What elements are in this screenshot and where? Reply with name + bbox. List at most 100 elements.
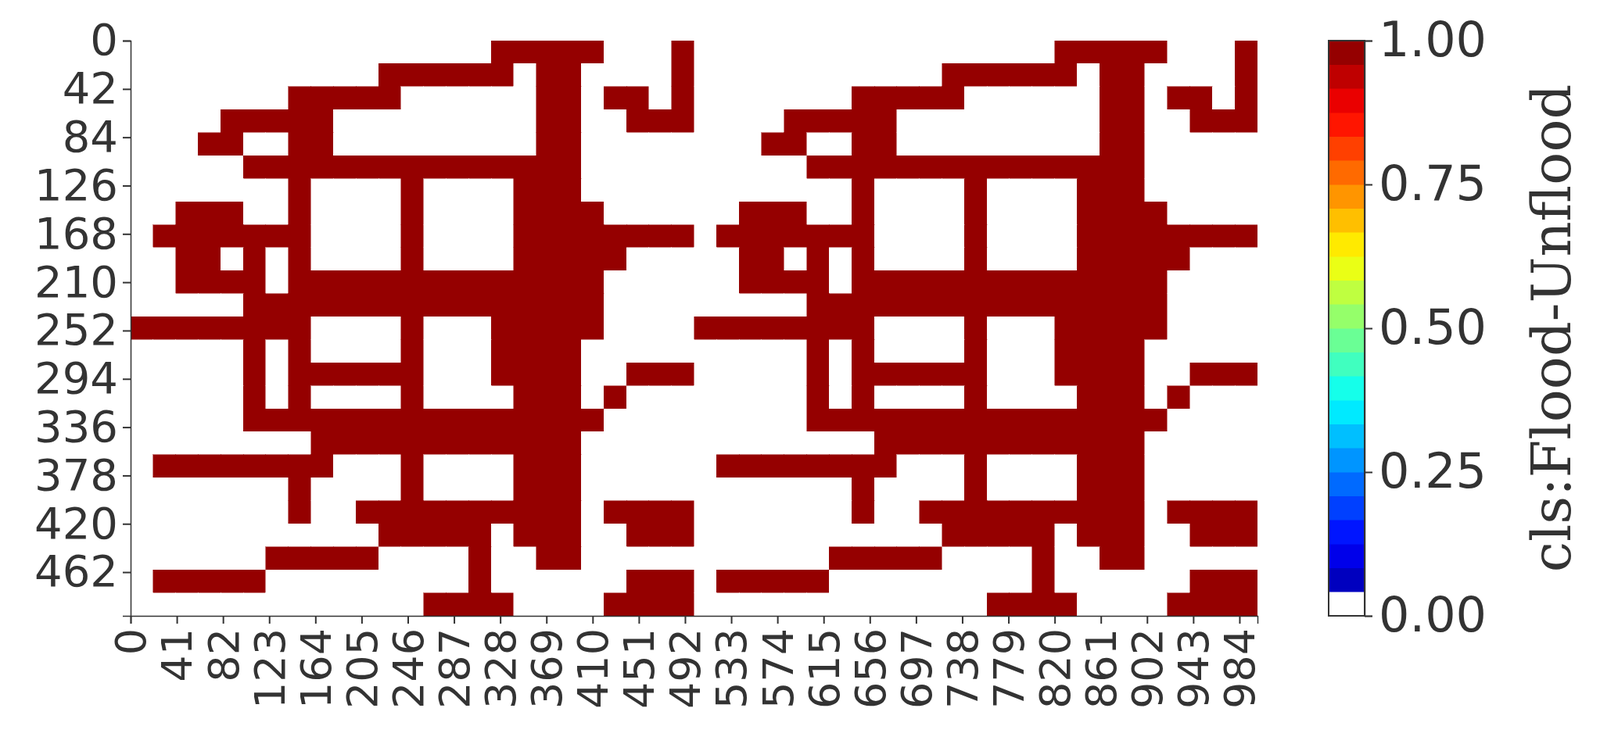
heatmap-cell <box>1054 570 1078 593</box>
heatmap-cell <box>851 86 875 110</box>
heatmap-cell <box>378 340 402 363</box>
heatmap-cell <box>1234 132 1258 156</box>
x-tick-label: 123 <box>245 628 295 710</box>
heatmap-cell <box>1054 523 1078 547</box>
x-tick: 943 <box>1169 616 1219 710</box>
heatmap-cell <box>986 270 1010 294</box>
heatmap-cell <box>513 132 537 156</box>
heatmap-cell <box>784 109 808 133</box>
heatmap-cell <box>333 155 356 179</box>
heatmap-cell <box>784 455 808 478</box>
heatmap-cell <box>491 477 514 501</box>
heatmap-cell <box>1144 270 1168 294</box>
heatmap-cell <box>919 593 943 617</box>
heatmap-cell <box>603 201 627 225</box>
heatmap-cell <box>784 362 808 386</box>
heatmap-cell <box>288 109 312 133</box>
heatmap-cell <box>919 201 943 225</box>
heatmap-cell <box>311 201 334 225</box>
heatmap-cell <box>874 63 897 87</box>
heatmap-cell <box>153 477 176 501</box>
heatmap-cell <box>649 247 672 271</box>
heatmap-cell <box>130 593 154 617</box>
heatmap-cell <box>581 547 604 571</box>
heatmap-cell <box>1076 431 1100 455</box>
heatmap-cell <box>694 132 718 156</box>
heatmap-cell <box>468 155 492 179</box>
heatmap-cell <box>197 201 221 225</box>
heatmap-cell <box>626 477 650 501</box>
heatmap-cell <box>761 362 785 386</box>
heatmap-cell <box>265 455 289 478</box>
heatmap-cell <box>1234 477 1258 501</box>
heatmap-cell <box>1234 340 1258 363</box>
heatmap-cell <box>603 63 627 87</box>
heatmap-cell <box>559 132 582 156</box>
x-tick-mark <box>361 616 363 625</box>
heatmap-cell <box>1032 523 1055 547</box>
heatmap-cell <box>513 386 537 409</box>
heatmap-cell <box>1009 63 1033 87</box>
heatmap-cell <box>694 362 718 386</box>
heatmap-cell <box>1076 40 1100 64</box>
heatmap-cell <box>986 316 1010 340</box>
heatmap-cell <box>445 86 469 110</box>
heatmap-cell <box>851 225 875 248</box>
heatmap-cell <box>828 455 852 478</box>
heatmap-cell <box>649 294 672 317</box>
heatmap-cell <box>1099 593 1123 617</box>
heatmap-cell <box>220 201 244 225</box>
heatmap-cell <box>491 294 514 317</box>
heatmap-cell <box>1167 340 1191 363</box>
heatmap-cell <box>355 247 379 271</box>
heatmap-cell <box>986 431 1010 455</box>
heatmap-cell <box>175 523 199 547</box>
heatmap-cell <box>243 86 266 110</box>
heatmap-cell <box>401 63 424 87</box>
heatmap-cell <box>828 316 852 340</box>
heatmap-cell <box>197 340 221 363</box>
heatmap-cell <box>739 593 762 617</box>
x-tick-mark <box>453 616 456 625</box>
heatmap-cell <box>603 431 627 455</box>
heatmap-cell <box>1032 63 1055 87</box>
heatmap-cell <box>288 316 312 340</box>
x-tick-label: 820 <box>1030 628 1080 710</box>
heatmap-cell <box>986 593 1010 617</box>
heatmap-cell <box>851 593 875 617</box>
heatmap-cell <box>401 501 424 524</box>
heatmap-cell <box>197 40 221 64</box>
heatmap-cell <box>445 523 469 547</box>
heatmap-cell <box>311 225 334 248</box>
heatmap-cell <box>581 316 604 340</box>
heatmap-cell <box>1144 316 1168 340</box>
heatmap-cell <box>1167 501 1191 524</box>
heatmap-cell <box>716 408 740 432</box>
heatmap-cell <box>716 201 740 225</box>
heatmap-cell <box>807 86 830 110</box>
heatmap-cell <box>1099 225 1123 248</box>
heatmap-cell <box>559 86 582 110</box>
heatmap-cell <box>964 294 987 317</box>
heatmap-cell <box>355 132 379 156</box>
heatmap-cell <box>784 593 808 617</box>
heatmap-cell <box>626 386 650 409</box>
heatmap-cell <box>378 477 402 501</box>
heatmap-cell <box>761 155 785 179</box>
heatmap-cell <box>1190 593 1213 617</box>
heatmap-cell <box>1144 477 1168 501</box>
x-tick-mark <box>1008 616 1010 625</box>
heatmap-cell <box>153 547 176 571</box>
heatmap-cell <box>1009 340 1033 363</box>
heatmap-cell <box>1076 501 1100 524</box>
heatmap-cell <box>536 294 560 317</box>
heatmap-cell <box>1212 109 1235 133</box>
heatmap-cell <box>671 63 695 87</box>
heatmap-cell <box>175 408 199 432</box>
heatmap-cell <box>288 247 312 271</box>
heatmap-cell <box>401 155 424 179</box>
heatmap-cell <box>1009 40 1033 64</box>
heatmap-cell <box>986 408 1010 432</box>
y-tick-mark <box>122 233 131 236</box>
heatmap-cell <box>942 455 966 478</box>
